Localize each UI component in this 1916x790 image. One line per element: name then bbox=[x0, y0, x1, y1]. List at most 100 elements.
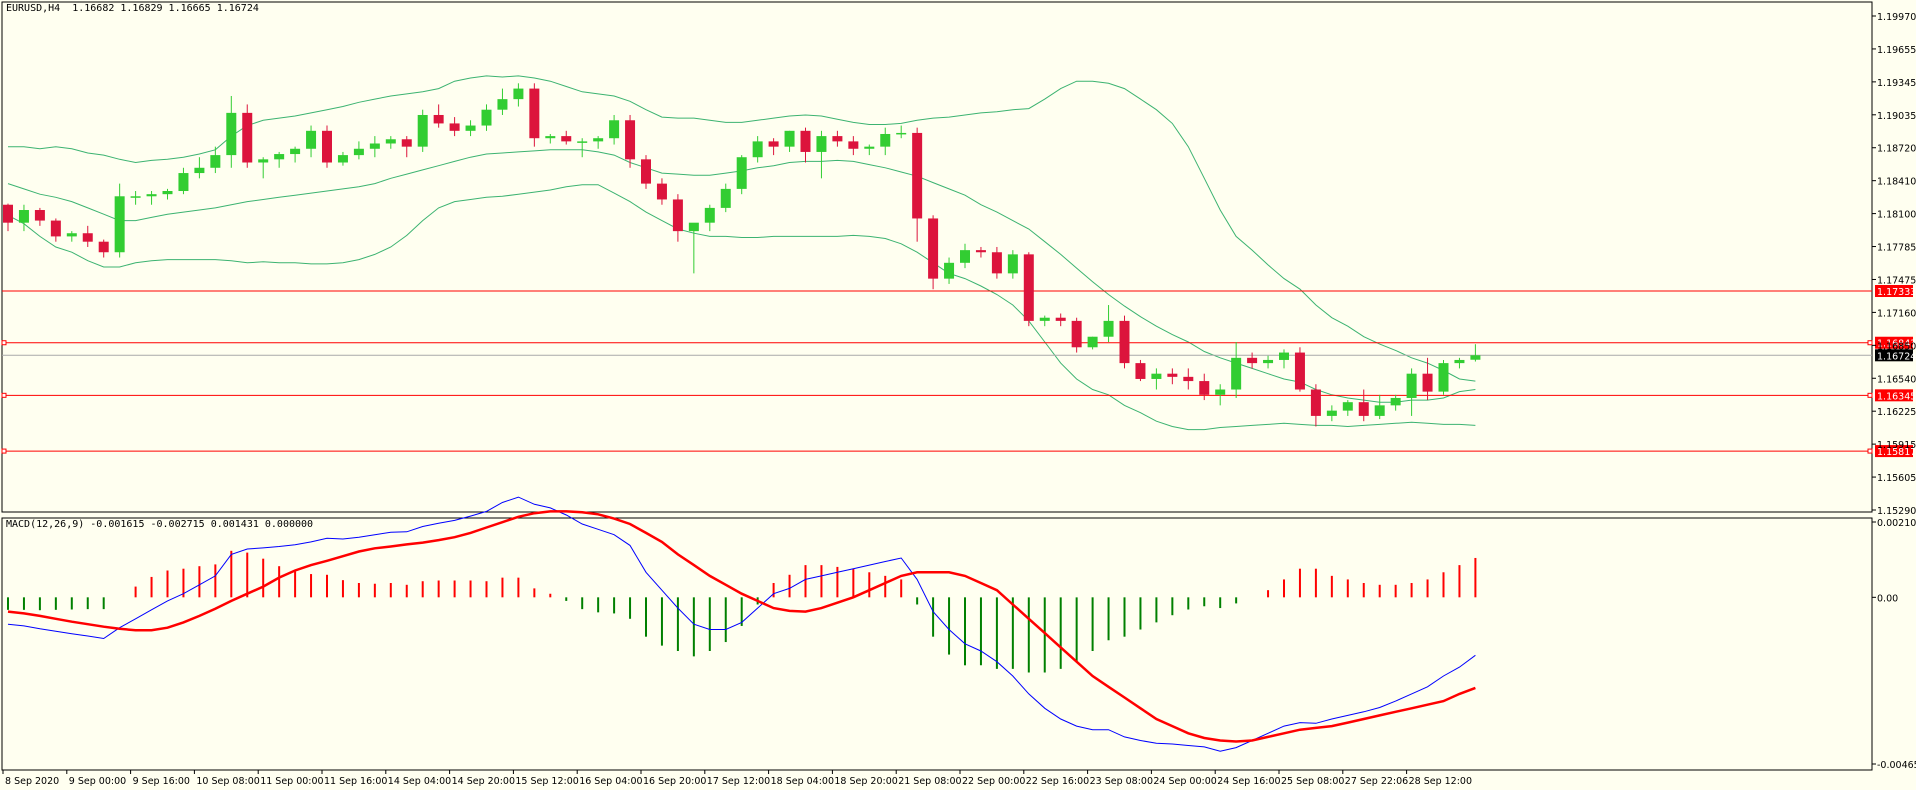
bull-candle bbox=[1151, 368, 1162, 390]
time-axis-label: 16 Sep 20:00 bbox=[643, 776, 706, 787]
bull-candle bbox=[417, 109, 428, 152]
candle-body bbox=[306, 130, 317, 149]
candle-body bbox=[417, 114, 428, 147]
horizontal-levels[interactable] bbox=[1, 290, 1873, 454]
level-price-label: 1.17333 bbox=[1877, 287, 1916, 298]
price-axis-label: 1.18100 bbox=[1877, 210, 1916, 221]
bear-candle bbox=[529, 83, 540, 147]
bear-candle bbox=[1199, 373, 1210, 401]
pane-frames bbox=[1, 1, 1873, 771]
time-axis-label: 11 Sep 16:00 bbox=[324, 776, 387, 787]
main-pane-frame bbox=[1, 1, 1873, 513]
bull-candle bbox=[720, 183, 731, 213]
candle-body bbox=[784, 130, 795, 147]
candle-body bbox=[194, 167, 205, 174]
bull-candle bbox=[784, 130, 795, 152]
candle-body bbox=[210, 155, 221, 168]
bull-candle bbox=[1326, 405, 1337, 422]
candle-body bbox=[1406, 373, 1417, 398]
bull-candle bbox=[1374, 394, 1385, 420]
level-handle-left[interactable] bbox=[1, 340, 7, 346]
bear-candle bbox=[672, 194, 683, 242]
candle-body bbox=[1135, 363, 1146, 379]
candle-body bbox=[1263, 359, 1274, 364]
time-axis-label: 17 Sep 12:00 bbox=[707, 776, 770, 787]
macd-indicator bbox=[7, 496, 1477, 752]
time-axis-label: 28 Sep 12:00 bbox=[1409, 776, 1472, 787]
bear-candle bbox=[1247, 352, 1258, 369]
level-price-label: 1.15817 bbox=[1877, 447, 1916, 458]
bear-candle bbox=[1310, 384, 1321, 427]
bull-candle bbox=[736, 155, 747, 195]
candle-body bbox=[1087, 336, 1098, 348]
candle-body bbox=[1103, 320, 1114, 337]
bear-candle bbox=[1358, 389, 1369, 422]
bull-candle bbox=[1454, 357, 1465, 369]
candle-body bbox=[816, 136, 827, 152]
candle-body bbox=[433, 114, 444, 124]
price-axis-label: 1.15915 bbox=[1877, 440, 1916, 451]
candle-body bbox=[18, 210, 29, 223]
price-axis-label: 1.17160 bbox=[1877, 308, 1916, 319]
level-price-tag bbox=[1875, 389, 1913, 402]
symbol-info: EURUSD,H4 1.16682 1.16829 1.16665 1.1672… bbox=[6, 3, 259, 14]
candle-body bbox=[928, 218, 939, 279]
bull-candle bbox=[162, 188, 173, 200]
candle-body bbox=[991, 252, 1002, 274]
level-handle-left[interactable] bbox=[1, 392, 7, 398]
time-axis-label: 14 Sep 20:00 bbox=[452, 776, 515, 787]
candle-body bbox=[800, 130, 811, 152]
bull-candle bbox=[146, 191, 157, 205]
candle-body bbox=[66, 233, 77, 237]
candle-body bbox=[688, 222, 699, 232]
level-handle-left[interactable] bbox=[1, 448, 7, 454]
bull-candle bbox=[497, 88, 508, 115]
candle-body bbox=[1007, 254, 1018, 274]
bull-candle bbox=[290, 146, 301, 163]
price-axis-label: 1.19655 bbox=[1877, 45, 1916, 56]
bear-candle bbox=[50, 218, 61, 242]
bear-candle bbox=[641, 155, 651, 189]
candle-body bbox=[1199, 381, 1210, 395]
candle-body bbox=[625, 120, 636, 160]
candle-body bbox=[82, 233, 93, 242]
candle-body bbox=[736, 157, 747, 189]
bull-candle bbox=[1390, 394, 1401, 411]
bull-candle bbox=[1087, 336, 1098, 350]
candle-body bbox=[545, 136, 556, 139]
price-axis-label: 1.16225 bbox=[1877, 407, 1916, 418]
band-upper-line bbox=[8, 75, 1476, 382]
bull-candle bbox=[258, 157, 269, 179]
candle-body bbox=[497, 99, 508, 110]
candle-body bbox=[561, 136, 572, 142]
candle-body bbox=[34, 210, 45, 221]
bear-candle bbox=[1422, 357, 1433, 401]
time-axis-label: 10 Sep 08:00 bbox=[196, 776, 259, 787]
level-handle-right[interactable] bbox=[1867, 340, 1873, 346]
time-axis-label: 8 Sep 2020 bbox=[5, 776, 59, 787]
candle-body bbox=[226, 112, 237, 156]
level-price-tag bbox=[1875, 445, 1913, 458]
level-handle-right[interactable] bbox=[1867, 448, 1873, 454]
bear-candle bbox=[1055, 313, 1066, 327]
bull-candle bbox=[465, 120, 476, 137]
candle-body bbox=[672, 199, 683, 232]
bull-candle bbox=[66, 231, 77, 242]
candle-body bbox=[1055, 317, 1066, 321]
level-handle-right[interactable] bbox=[1867, 392, 1873, 398]
candle-body bbox=[880, 133, 891, 147]
candle-body bbox=[1374, 405, 1385, 416]
bull-candle bbox=[1231, 342, 1242, 398]
bull-candle bbox=[1406, 368, 1417, 416]
price-axis-label: 1.17475 bbox=[1877, 275, 1916, 286]
bull-candle bbox=[130, 191, 141, 205]
time-axis-label: 24 Sep 16:00 bbox=[1217, 776, 1280, 787]
time-axis-label: 15 Sep 12:00 bbox=[515, 776, 578, 787]
bull-candle bbox=[210, 146, 221, 174]
bull-candle bbox=[178, 167, 189, 195]
candle-body bbox=[146, 194, 157, 197]
price-axis-label: 1.18720 bbox=[1877, 144, 1916, 155]
candle-body bbox=[1023, 254, 1034, 321]
bear-candle bbox=[242, 104, 253, 168]
